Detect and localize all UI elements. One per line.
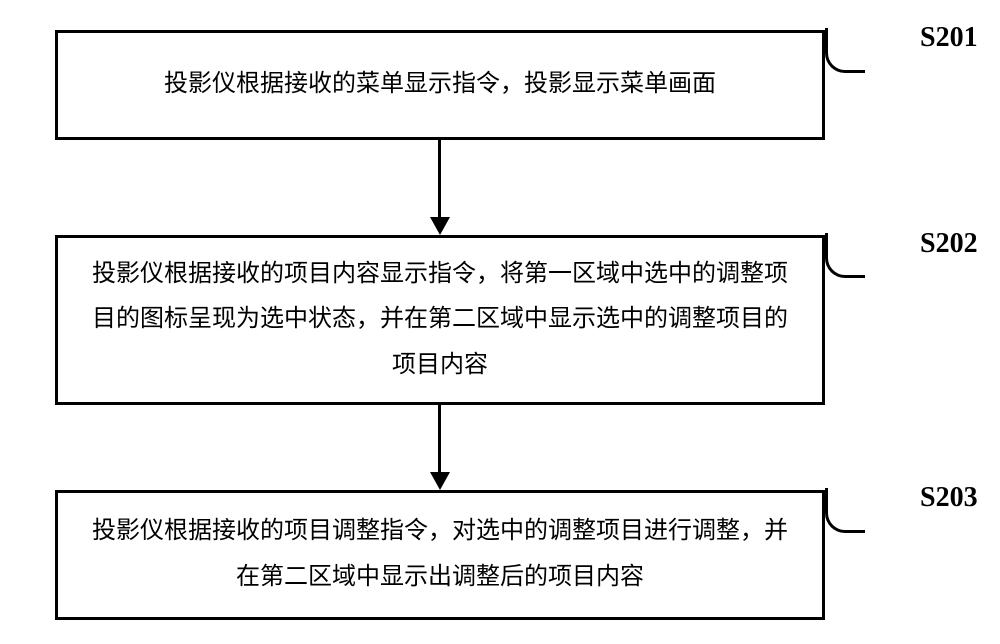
arrow-head-1 (430, 217, 450, 235)
flow-node-text: 投影仪根据接收的菜单显示指令，投影显示菜单画面 (164, 62, 716, 108)
label-connector-s203 (825, 488, 865, 533)
arrow-head-2 (430, 472, 450, 490)
flow-label-s201: S201 (920, 22, 978, 54)
arrow-line-2 (438, 405, 441, 472)
flow-node-s203: 投影仪根据接收的项目调整指令，对选中的调整项目进行调整，并在第二区域中显示出调整… (55, 490, 825, 620)
flow-label-s202: S202 (920, 228, 978, 260)
flowchart-canvas: 投影仪根据接收的菜单显示指令，投影显示菜单画面 S201 投影仪根据接收的项目内… (0, 0, 1000, 644)
flow-node-s201: 投影仪根据接收的菜单显示指令，投影显示菜单画面 (55, 30, 825, 140)
label-connector-s201 (825, 28, 865, 73)
flow-node-text: 投影仪根据接收的项目内容显示指令，将第一区域中选中的调整项目的图标呈现为选中状态… (88, 252, 792, 389)
label-connector-s202 (825, 233, 865, 278)
flow-node-s202: 投影仪根据接收的项目内容显示指令，将第一区域中选中的调整项目的图标呈现为选中状态… (55, 235, 825, 405)
flow-label-s203: S203 (920, 482, 978, 514)
arrow-line-1 (438, 140, 441, 217)
flow-node-text: 投影仪根据接收的项目调整指令，对选中的调整项目进行调整，并在第二区域中显示出调整… (88, 509, 792, 600)
